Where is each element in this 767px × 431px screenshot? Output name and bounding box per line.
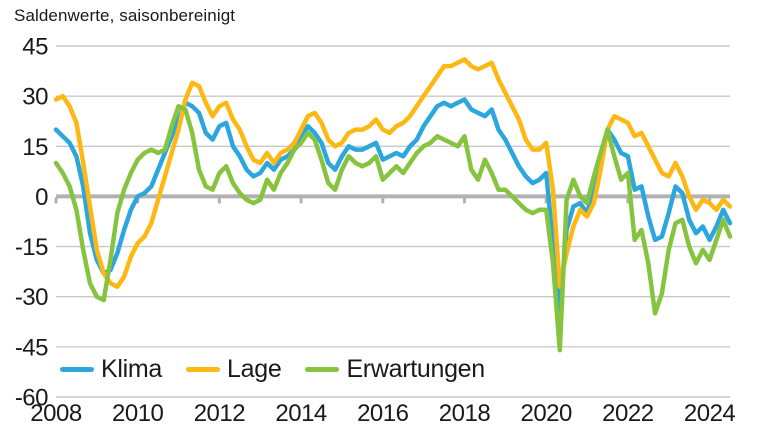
x-axis-label: 2020 <box>520 400 572 427</box>
legend-item-erwartungen: Erwartungen <box>305 354 485 384</box>
y-axis-label: 15 <box>22 134 48 161</box>
legend-item-klima: Klima <box>60 355 162 384</box>
x-axis-label: 2012 <box>194 400 246 427</box>
x-axis-label: 2014 <box>275 400 327 427</box>
y-axis-label: -60 <box>15 385 48 412</box>
x-axis-label: 2016 <box>357 400 409 427</box>
y-axis-label: -45 <box>15 334 48 361</box>
legend-swatch-lage <box>186 366 221 372</box>
chart-legend: Klima Lage Erwartungen <box>58 353 493 385</box>
legend-swatch-erwartungen <box>305 366 340 372</box>
y-axis-label: -15 <box>15 234 48 261</box>
x-axis-label: 2024 <box>684 400 736 427</box>
legend-item-lage: Lage <box>186 354 282 384</box>
series-line-erwartungen <box>53 103 733 353</box>
chart-title: Saldenwerte, saisonbereinigt <box>14 6 236 25</box>
series-line-lage <box>53 57 733 289</box>
y-axis-label: 0 <box>35 184 48 211</box>
legend-label: Lage <box>227 354 282 383</box>
legend-swatch-klima <box>60 366 94 372</box>
y-axis-label: 30 <box>22 84 48 111</box>
y-axis-label: 45 <box>22 34 48 61</box>
x-axis-label: 2018 <box>439 400 491 427</box>
x-axis-label: 2008 <box>30 400 82 427</box>
legend-label: Erwartungen <box>346 354 485 383</box>
x-axis-label: 2010 <box>112 400 164 427</box>
legend-label: Klima <box>101 354 163 383</box>
x-axis-label: 2022 <box>602 400 654 427</box>
y-axis-label: -30 <box>15 284 48 311</box>
